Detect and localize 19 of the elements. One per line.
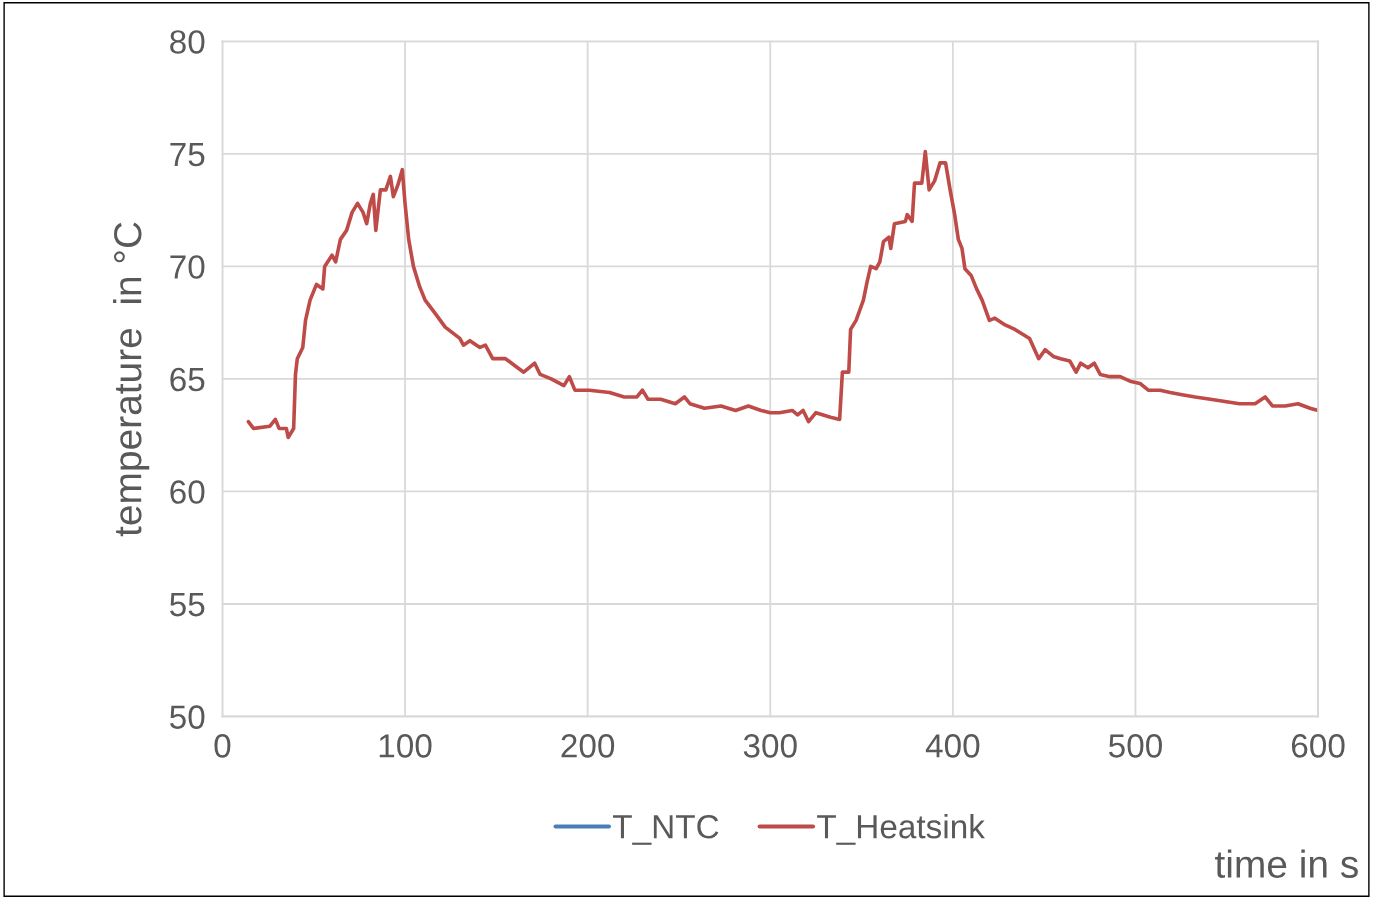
- y-tick-label: 50: [170, 705, 205, 729]
- y-tick-label: 60: [170, 480, 205, 504]
- x-axis-title: time in s: [1215, 849, 1358, 878]
- x-tick-label: 200: [561, 734, 615, 758]
- x-tick-label: 500: [1109, 734, 1162, 758]
- x-tick-label: 400: [925, 734, 980, 758]
- x-tick-label: 100: [379, 734, 432, 758]
- y-axis-title: temperature in °C: [112, 222, 150, 537]
- legend-label: T_Heatsink: [817, 814, 985, 845]
- x-tick-label: 300: [743, 734, 797, 758]
- legend-label: T_NTC: [613, 814, 719, 845]
- y-tick-label: 70: [170, 255, 205, 279]
- x-tick-label: 0: [214, 734, 231, 758]
- line-series: [246, 149, 1319, 440]
- y-tick-label: 80: [170, 30, 205, 54]
- y-tick-label: 75: [170, 143, 205, 167]
- y-tick-label: 65: [170, 367, 205, 392]
- y-tick-label: 55: [170, 593, 205, 617]
- x-tick-label: 600: [1291, 734, 1345, 758]
